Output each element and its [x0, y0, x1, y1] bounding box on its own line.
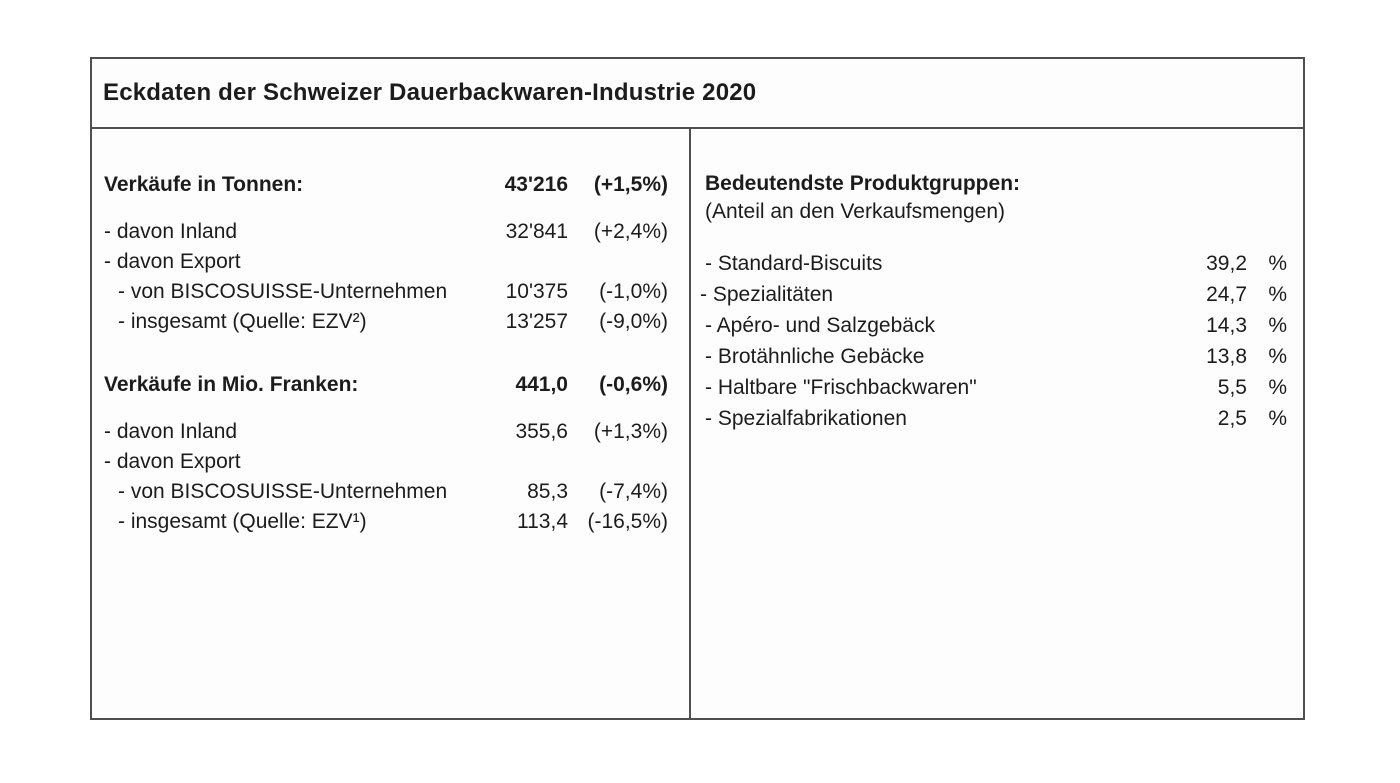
row-value: [468, 447, 568, 477]
percent-sign: %: [1268, 252, 1287, 275]
page-title: Eckdaten der Schweizer Dauerbackwaren-In…: [103, 79, 757, 106]
row-label: - davon Export: [104, 250, 241, 273]
row-change: (-1,0%): [599, 280, 668, 303]
table-row: - davon Inland 355,6 (+1,3%): [104, 417, 668, 447]
row-label: - davon Inland: [104, 220, 238, 243]
report-table: Eckdaten der Schweizer Dauerbackwaren-In…: [90, 57, 1305, 720]
row-label: - von BISCOSUISSE-Unternehmen: [118, 280, 448, 303]
row-value: 32'841: [505, 220, 568, 243]
table-body: Verkäufe in Tonnen: 43'216 (+1,5%) - dav…: [92, 129, 1303, 718]
row-change: (-7,4%): [599, 480, 668, 503]
table-row-section-header: Verkäufe in Mio. Franken: 441,0 (-0,6%): [104, 370, 668, 400]
row-value: 85,3: [527, 480, 568, 503]
row-value: 43'216: [504, 173, 568, 196]
row-value: 39,2: [1206, 252, 1247, 275]
row-label: Verkäufe in Mio. Franken:: [104, 373, 359, 396]
row-value: 10'375: [505, 280, 568, 303]
row-change: (+1,3%): [593, 420, 668, 443]
table-row: - davon Export: [104, 247, 668, 277]
table-row: - von BISCOSUISSE-Unternehmen 85,3 (-7,4…: [104, 477, 668, 507]
sales-panel: Verkäufe in Tonnen: 43'216 (+1,5%) - dav…: [92, 129, 691, 718]
panel-subheader: (Anteil an den Verkaufsmengen): [705, 200, 1006, 223]
row-label: - Standard-Biscuits: [705, 252, 883, 275]
row-change: [568, 247, 668, 277]
row-label: - insgesamt (Quelle: EZV¹): [118, 510, 367, 533]
row-value: 13,8: [1206, 345, 1247, 368]
table-row: - Apéro- und Salzgebäck 14,3 %: [705, 310, 1287, 341]
row-value: 2,5: [1217, 407, 1247, 430]
product-groups-panel: Bedeutendste Produktgruppen: (Anteil an …: [691, 129, 1303, 718]
row-label: - Brotähnliche Gebäcke: [705, 345, 925, 368]
percent-sign: %: [1268, 314, 1287, 337]
row-change: (-16,5%): [587, 510, 668, 533]
row-value: 13'257: [505, 310, 568, 333]
row-value: 14,3: [1206, 314, 1247, 337]
row-change: [568, 447, 668, 477]
row-value: [468, 247, 568, 277]
table-row: - Standard-Biscuits 39,2 %: [705, 248, 1287, 279]
row-label: - davon Export: [104, 450, 241, 473]
table-row: - insgesamt (Quelle: EZV¹) 113,4 (-16,5%…: [104, 507, 668, 537]
product-group-list: - Standard-Biscuits 39,2 % - Spezialität…: [700, 248, 1287, 434]
row-change: (+2,4%): [593, 220, 668, 243]
row-label: - Spezialfabrikationen: [705, 407, 907, 430]
table-row: - davon Inland 32'841 (+2,4%): [104, 217, 668, 247]
table-row: - von BISCOSUISSE-Unternehmen 10'375 (-1…: [104, 277, 668, 307]
percent-sign: %: [1268, 376, 1287, 399]
title-bar: Eckdaten der Schweizer Dauerbackwaren-In…: [92, 59, 1303, 129]
percent-sign: %: [1268, 345, 1287, 368]
row-label: - von BISCOSUISSE-Unternehmen: [118, 480, 448, 503]
row-label: - Haltbare "Frischbackwaren": [705, 376, 977, 399]
row-label: - Apéro- und Salzgebäck: [705, 314, 935, 337]
table-row: - Brotähnliche Gebäcke 13,8 %: [705, 341, 1287, 372]
table-row: - Spezialitäten 24,7 %: [700, 279, 1287, 310]
row-change: (-9,0%): [599, 310, 668, 333]
percent-sign: %: [1268, 407, 1287, 430]
percent-sign: %: [1268, 283, 1287, 306]
row-value: 113,4: [517, 510, 568, 533]
table-row: - Haltbare "Frischbackwaren" 5,5 %: [705, 372, 1287, 403]
table-row: - Spezialfabrikationen 2,5 %: [705, 403, 1287, 434]
panel-header: Bedeutendste Produktgruppen:: [705, 172, 1021, 195]
row-label: - davon Inland: [104, 420, 238, 443]
row-change: (-0,6%): [599, 373, 668, 396]
row-value: 5,5: [1217, 376, 1247, 399]
row-value: 24,7: [1206, 283, 1247, 306]
row-change: (+1,5%): [593, 173, 668, 196]
row-label: - Spezialitäten: [700, 283, 834, 306]
row-value: 355,6: [515, 420, 568, 443]
table-row: - davon Export: [104, 447, 668, 477]
row-label: - insgesamt (Quelle: EZV²): [118, 310, 367, 333]
table-row: - insgesamt (Quelle: EZV²) 13'257 (-9,0%…: [104, 307, 668, 337]
row-value: 441,0: [515, 373, 568, 396]
table-row-section-header: Verkäufe in Tonnen: 43'216 (+1,5%): [104, 170, 668, 200]
row-label: Verkäufe in Tonnen:: [104, 173, 304, 196]
